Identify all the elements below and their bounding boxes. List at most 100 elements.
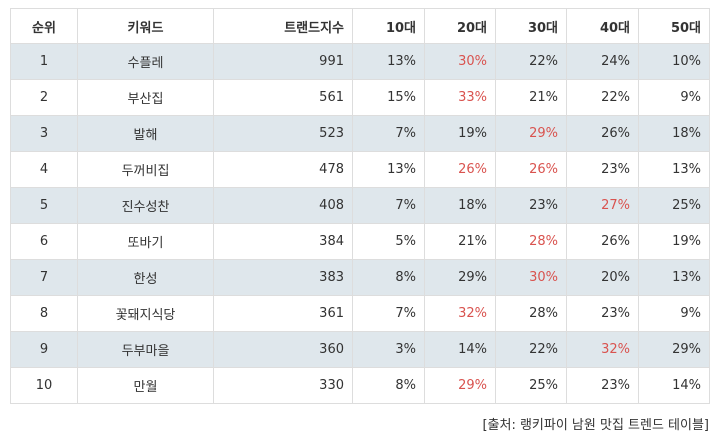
cell-age-50: 18% xyxy=(638,115,710,152)
cell-age-50: 13% xyxy=(638,259,710,296)
table-row: 5 진수성찬 408 7% 18% 23% 27% 25% xyxy=(10,187,710,224)
cell-age-30: 28% xyxy=(495,223,567,260)
cell-trend-index: 991 xyxy=(213,43,353,80)
header-age-20: 20대 xyxy=(424,8,496,44)
cell-rank: 5 xyxy=(10,187,78,224)
header-rank: 순위 xyxy=(10,8,78,44)
cell-trend-index: 384 xyxy=(213,223,353,260)
cell-age-40: 23% xyxy=(566,367,639,404)
cell-trend-index: 360 xyxy=(213,331,353,368)
cell-age-10: 8% xyxy=(352,259,425,296)
cell-keyword: 수플레 xyxy=(77,43,214,80)
cell-rank: 10 xyxy=(10,367,78,404)
cell-age-50: 25% xyxy=(638,187,710,224)
cell-keyword: 한성 xyxy=(77,259,214,296)
cell-age-30: 29% xyxy=(495,115,567,152)
table-row: 1 수플레 991 13% 30% 22% 24% 10% xyxy=(10,43,710,80)
cell-rank: 6 xyxy=(10,223,78,260)
cell-age-50: 13% xyxy=(638,151,710,188)
cell-age-20: 21% xyxy=(424,223,496,260)
cell-keyword: 부산집 xyxy=(77,79,214,116)
cell-age-50: 10% xyxy=(638,43,710,80)
cell-age-50: 29% xyxy=(638,331,710,368)
table-row: 10 만월 330 8% 29% 25% 23% 14% xyxy=(10,367,710,404)
cell-age-20: 33% xyxy=(424,79,496,116)
cell-age-40: 20% xyxy=(566,259,639,296)
table-row: 2 부산집 561 15% 33% 21% 22% 9% xyxy=(10,79,710,116)
table-row: 9 두부마을 360 3% 14% 22% 32% 29% xyxy=(10,331,710,368)
cell-age-10: 3% xyxy=(352,331,425,368)
cell-age-40: 26% xyxy=(566,223,639,260)
cell-rank: 7 xyxy=(10,259,78,296)
table-row: 8 꽃돼지식당 361 7% 32% 28% 23% 9% xyxy=(10,295,710,332)
table-body: 1 수플레 991 13% 30% 22% 24% 10% 2 부산집 561 15% 33% 21% 22… xyxy=(10,43,710,404)
cell-age-30: 21% xyxy=(495,79,567,116)
cell-rank: 1 xyxy=(10,43,78,80)
cell-rank: 8 xyxy=(10,295,78,332)
header-age-30: 30대 xyxy=(495,8,567,44)
cell-keyword: 또바기 xyxy=(77,223,214,260)
cell-age-50: 19% xyxy=(638,223,710,260)
cell-age-30: 26% xyxy=(495,151,567,188)
header-age-40: 40대 xyxy=(566,8,639,44)
cell-trend-index: 408 xyxy=(213,187,353,224)
header-trend-index: 트랜드지수 xyxy=(213,8,353,44)
header-age-10: 10대 xyxy=(352,8,425,44)
trend-table-container: 순위 키워드 트랜드지수 10대 20대 30대 40대 50대 1 수플레 991… xyxy=(10,8,710,404)
cell-age-20: 14% xyxy=(424,331,496,368)
cell-age-30: 28% xyxy=(495,295,567,332)
cell-keyword: 두꺼비집 xyxy=(77,151,214,188)
cell-age-20: 29% xyxy=(424,367,496,404)
table-row: 4 두꺼비집 478 13% 26% 26% 23% 13% xyxy=(10,151,710,188)
cell-age-30: 22% xyxy=(495,331,567,368)
cell-age-20: 18% xyxy=(424,187,496,224)
cell-age-10: 8% xyxy=(352,367,425,404)
cell-rank: 4 xyxy=(10,151,78,188)
cell-age-50: 14% xyxy=(638,367,710,404)
cell-age-20: 29% xyxy=(424,259,496,296)
cell-age-30: 23% xyxy=(495,187,567,224)
cell-age-10: 7% xyxy=(352,187,425,224)
cell-age-30: 30% xyxy=(495,259,567,296)
cell-age-40: 22% xyxy=(566,79,639,116)
cell-keyword: 만월 xyxy=(77,367,214,404)
table-row: 3 발해 523 7% 19% 29% 26% 18% xyxy=(10,115,710,152)
cell-age-40: 23% xyxy=(566,151,639,188)
cell-keyword: 두부마을 xyxy=(77,331,214,368)
cell-age-50: 9% xyxy=(638,295,710,332)
cell-age-50: 9% xyxy=(638,79,710,116)
trend-table: 순위 키워드 트랜드지수 10대 20대 30대 40대 50대 1 수플레 991… xyxy=(10,8,710,404)
cell-keyword: 발해 xyxy=(77,115,214,152)
cell-trend-index: 478 xyxy=(213,151,353,188)
cell-trend-index: 330 xyxy=(213,367,353,404)
cell-age-10: 15% xyxy=(352,79,425,116)
cell-trend-index: 383 xyxy=(213,259,353,296)
cell-trend-index: 523 xyxy=(213,115,353,152)
header-keyword: 키워드 xyxy=(77,8,214,44)
cell-age-10: 13% xyxy=(352,151,425,188)
table-row: 6 또바기 384 5% 21% 28% 26% 19% xyxy=(10,223,710,260)
header-row: 순위 키워드 트랜드지수 10대 20대 30대 40대 50대 xyxy=(10,8,710,44)
cell-keyword: 진수성찬 xyxy=(77,187,214,224)
cell-age-10: 13% xyxy=(352,43,425,80)
table-row: 7 한성 383 8% 29% 30% 20% 13% xyxy=(10,259,710,296)
cell-rank: 3 xyxy=(10,115,78,152)
cell-age-20: 32% xyxy=(424,295,496,332)
cell-age-20: 30% xyxy=(424,43,496,80)
cell-age-40: 26% xyxy=(566,115,639,152)
cell-age-10: 5% xyxy=(352,223,425,260)
cell-trend-index: 561 xyxy=(213,79,353,116)
cell-age-30: 22% xyxy=(495,43,567,80)
cell-age-40: 24% xyxy=(566,43,639,80)
cell-age-40: 27% xyxy=(566,187,639,224)
cell-age-10: 7% xyxy=(352,115,425,152)
cell-age-30: 25% xyxy=(495,367,567,404)
cell-rank: 9 xyxy=(10,331,78,368)
source-caption: [출처: 랭키파이 남원 맛집 트렌드 테이블] xyxy=(482,418,709,433)
cell-age-40: 32% xyxy=(566,331,639,368)
cell-trend-index: 361 xyxy=(213,295,353,332)
header-age-50: 50대 xyxy=(638,8,710,44)
cell-age-40: 23% xyxy=(566,295,639,332)
cell-rank: 2 xyxy=(10,79,78,116)
cell-age-10: 7% xyxy=(352,295,425,332)
